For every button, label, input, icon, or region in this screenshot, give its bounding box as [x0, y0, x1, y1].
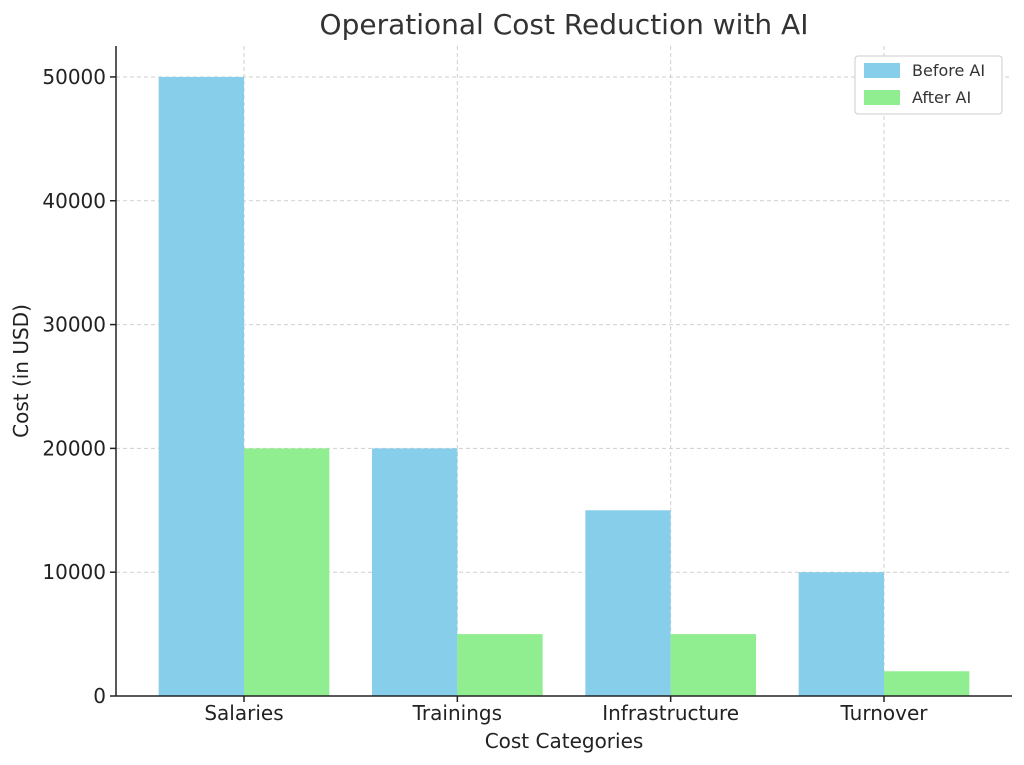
bar-after-ai-infrastructure — [670, 634, 756, 696]
legend: Before AI After AI — [854, 55, 1003, 115]
legend-swatch-before-ai — [864, 63, 900, 78]
bar-before-ai-infrastructure — [585, 510, 671, 696]
x-ticks: Salaries Trainings Infrastructure Turnover — [204, 696, 928, 725]
bar-before-ai-turnover — [798, 572, 884, 696]
y-ticks: 0 10000 20000 30000 40000 50000 — [42, 65, 116, 708]
x-tick-label: Turnover — [839, 701, 928, 725]
x-tick-label: Salaries — [204, 701, 283, 725]
bar-after-ai-salaries — [244, 448, 330, 696]
y-tick-label: 50000 — [42, 65, 106, 89]
y-tick-label: 30000 — [42, 313, 106, 337]
y-tick-label: 0 — [93, 684, 106, 708]
legend-label-before-ai: Before AI — [912, 61, 985, 80]
chart-title: Operational Cost Reduction with AI — [320, 8, 809, 41]
y-tick-label: 10000 — [42, 560, 106, 584]
y-axis-label: Cost (in USD) — [9, 304, 33, 438]
legend-swatch-after-ai — [864, 90, 900, 105]
y-tick-label: 40000 — [42, 189, 106, 213]
x-tick-label: Infrastructure — [602, 701, 739, 725]
x-axis-label: Cost Categories — [485, 729, 644, 753]
bar-after-ai-turnover — [884, 671, 970, 696]
x-tick-label: Trainings — [412, 701, 502, 725]
bar-before-ai-salaries — [158, 76, 244, 696]
y-tick-label: 20000 — [42, 436, 106, 460]
bar-before-ai-trainings — [372, 448, 458, 696]
legend-label-after-ai: After AI — [912, 88, 971, 107]
bar-after-ai-trainings — [457, 634, 543, 696]
bars — [158, 76, 970, 696]
axes — [115, 46, 1012, 697]
